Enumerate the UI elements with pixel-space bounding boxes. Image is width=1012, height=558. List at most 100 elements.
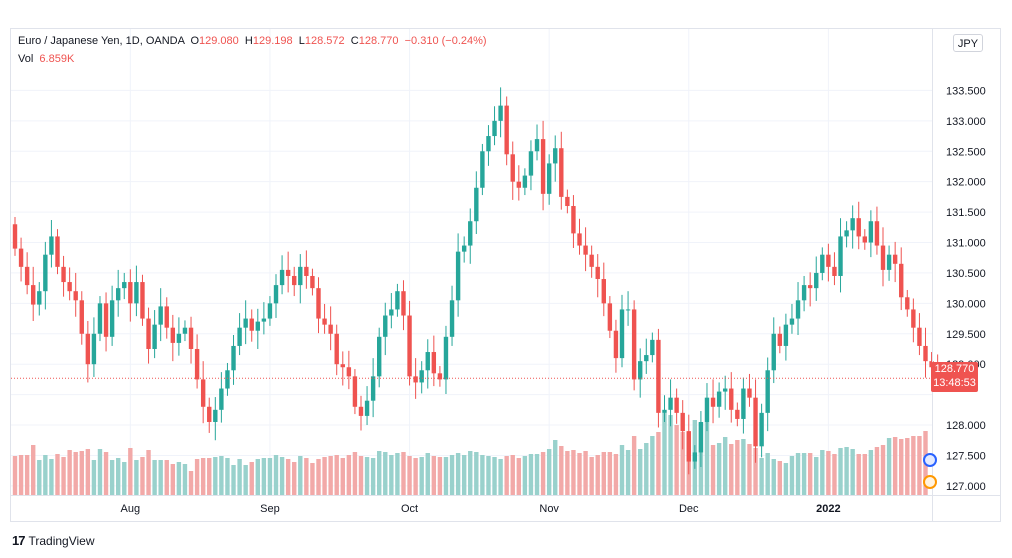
candle-body (795, 300, 801, 319)
candle-body (170, 327, 176, 343)
candles (12, 87, 940, 475)
candle-body (115, 288, 121, 301)
volume-bar (680, 432, 685, 495)
volume-bar (729, 444, 734, 495)
candle-body (880, 245, 886, 270)
chart-frame (10, 28, 1001, 522)
tradingview-name: TradingView (28, 533, 95, 548)
volume-bar (24, 455, 30, 495)
candle-body (553, 148, 558, 164)
low-label: L (298, 35, 305, 47)
candle-body (595, 266, 600, 280)
volume-bar (352, 452, 358, 495)
volume-bar (334, 455, 339, 495)
y-tick-label: 127.500 (946, 450, 986, 462)
symbol-title[interactable]: Euro / Japanese Yen, 1D, OANDA (18, 35, 185, 47)
candle-body (267, 303, 273, 319)
candle-body (395, 291, 400, 310)
candle-body (789, 318, 795, 325)
volume-bar (850, 449, 855, 495)
volume-bar (279, 457, 285, 495)
candle-body (61, 266, 66, 283)
volume-bar (917, 436, 922, 495)
candle-body (200, 379, 206, 407)
candle-body (613, 330, 619, 359)
volume-bar (638, 449, 643, 495)
volume-bar (328, 456, 333, 495)
volume-bar (285, 459, 291, 495)
open-value: 129.080 (199, 35, 239, 47)
volume-bar (710, 445, 716, 495)
candle-body (407, 315, 412, 377)
volume-bar (449, 455, 455, 495)
volume-bar (589, 457, 594, 495)
volume-bar (528, 454, 534, 495)
candle-body (662, 409, 667, 413)
candle-body (589, 254, 594, 267)
price-axis[interactable]: 133.500 133.000 132.500 132.000 131.500 131.0… (946, 85, 986, 492)
candle-body (571, 206, 576, 234)
candle-body (304, 266, 309, 276)
volume-bar (546, 449, 552, 495)
candle-body (504, 105, 509, 155)
candle-body (546, 163, 552, 194)
candle-body (346, 367, 352, 377)
candle-body (698, 421, 704, 453)
candle-body (674, 397, 679, 413)
volume-bar (601, 452, 606, 495)
candle-body (24, 266, 30, 286)
candle-body (826, 254, 831, 267)
candle-body (583, 245, 588, 255)
candle-body (12, 224, 18, 249)
volume-bar (73, 452, 78, 495)
candle-body (753, 397, 758, 447)
volume-bar (862, 454, 867, 495)
candle-body (158, 306, 163, 325)
candle-body (516, 181, 522, 188)
candle-body (486, 136, 491, 152)
volume-bar (91, 460, 97, 495)
volume-bar (874, 447, 880, 495)
volume-bar (364, 457, 370, 495)
candle-body (650, 339, 655, 356)
blue-event-icon[interactable] (923, 453, 937, 467)
volume-bar (905, 438, 910, 495)
candle-body (759, 412, 764, 447)
volume-bar (559, 446, 564, 495)
volume-bar (765, 453, 770, 495)
candle-body (322, 318, 327, 325)
currency-badge[interactable]: JPY (953, 34, 983, 52)
volume-bar (498, 459, 503, 495)
candle-body (194, 348, 200, 380)
volume-label[interactable]: Vol (18, 53, 34, 65)
volume-bar (146, 450, 151, 495)
candle-body (225, 370, 230, 389)
volume-bar (170, 464, 176, 495)
y-tick-label: 132.000 (946, 177, 986, 189)
tradingview-logo[interactable]: 17 TradingView (12, 533, 95, 548)
volume-bar (480, 455, 485, 495)
orange-event-icon[interactable] (923, 475, 937, 489)
volume-bar (504, 456, 509, 495)
volume-bar (97, 449, 103, 495)
candle-body (231, 345, 236, 371)
volume-bar (158, 460, 163, 495)
candle-body (285, 269, 291, 276)
candle-body (279, 269, 285, 286)
volume-bar (298, 456, 303, 495)
volume-bar (431, 456, 437, 495)
x-tick-label: Dec (679, 503, 699, 515)
volume-bar (795, 453, 801, 495)
high-label: H (244, 35, 253, 47)
candle-body (449, 300, 455, 337)
candle-body (801, 285, 807, 301)
volume-bar (407, 456, 412, 495)
y-tick-label: 127.000 (946, 481, 986, 493)
volume-bar (79, 451, 84, 495)
volume-bar (577, 453, 582, 495)
volume-bar (213, 457, 218, 495)
volume-bar (656, 432, 661, 495)
candle-body (352, 376, 358, 407)
time-axis[interactable]: Aug Sep Oct Nov Dec 2022 (121, 503, 841, 515)
